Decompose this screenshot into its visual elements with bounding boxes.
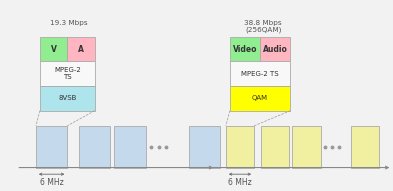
Text: 6 MHz: 6 MHz xyxy=(40,178,64,187)
Bar xyxy=(230,61,290,86)
Bar xyxy=(79,126,110,168)
Text: Video: Video xyxy=(233,45,257,53)
Text: QAM: QAM xyxy=(252,95,268,101)
Bar xyxy=(292,126,321,168)
Bar xyxy=(189,126,220,168)
Text: 38.8 Mbps
(256QAM): 38.8 Mbps (256QAM) xyxy=(244,20,282,33)
Bar xyxy=(40,37,67,61)
Text: V: V xyxy=(51,45,57,53)
Bar xyxy=(261,126,289,168)
Text: 6 MHz: 6 MHz xyxy=(228,178,252,187)
Bar xyxy=(226,126,254,168)
Bar xyxy=(260,37,290,61)
Text: 8VSB: 8VSB xyxy=(58,95,77,101)
Bar xyxy=(40,61,95,86)
Bar xyxy=(230,86,290,111)
Text: MPEG-2
TS: MPEG-2 TS xyxy=(54,67,81,80)
Bar xyxy=(351,126,379,168)
Text: A: A xyxy=(78,45,84,53)
Bar xyxy=(36,126,67,168)
Bar xyxy=(40,86,95,111)
Bar xyxy=(114,126,145,168)
Bar xyxy=(67,37,95,61)
Text: Audio: Audio xyxy=(263,45,288,53)
Text: MPEG-2 TS: MPEG-2 TS xyxy=(241,71,279,77)
Bar xyxy=(230,37,260,61)
Text: 19.3 Mbps: 19.3 Mbps xyxy=(50,20,88,26)
